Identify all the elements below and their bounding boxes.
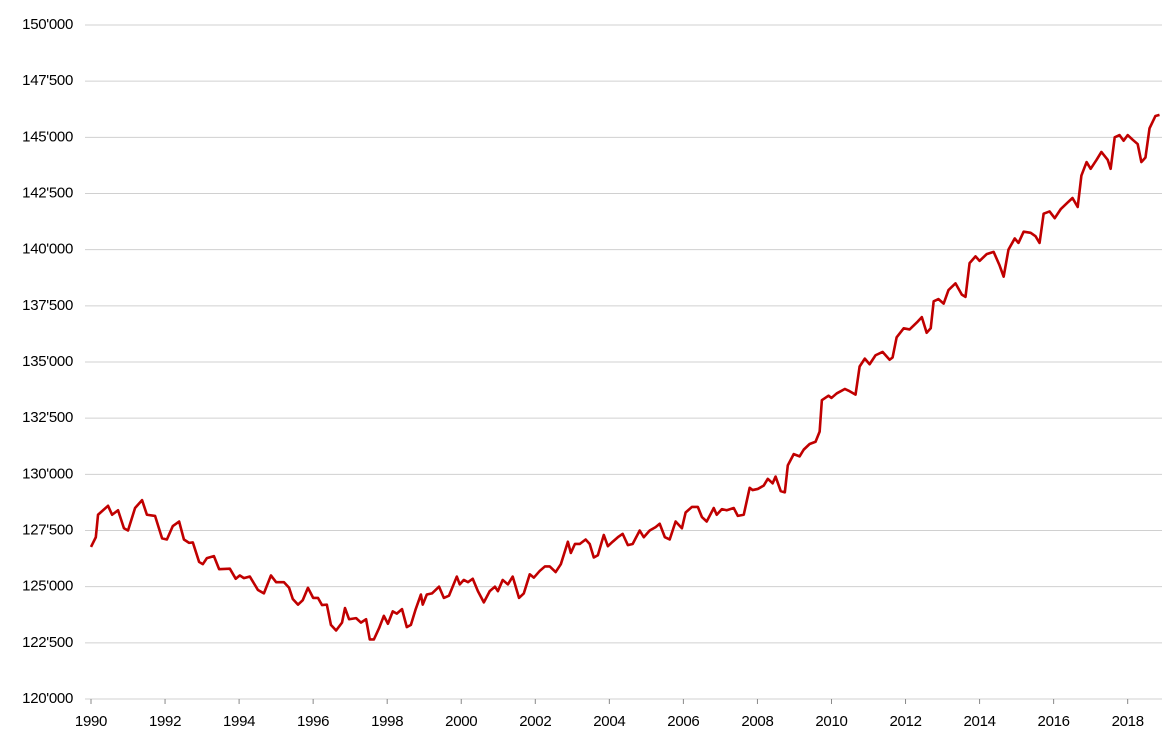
y-tick-label: 142'500 xyxy=(22,184,73,201)
x-tick-label: 1990 xyxy=(75,713,107,730)
x-tick-label: 2000 xyxy=(445,713,477,730)
y-tick-label: 120'000 xyxy=(22,690,73,707)
y-tick-label: 147'500 xyxy=(22,72,73,89)
y-tick-label: 145'000 xyxy=(22,128,73,145)
x-tick-label: 2006 xyxy=(667,713,699,730)
y-tick-label: 150'000 xyxy=(22,16,73,33)
y-tick-label: 130'000 xyxy=(22,465,73,482)
y-tick-label: 137'500 xyxy=(22,297,73,314)
data-line xyxy=(89,113,1160,641)
x-tick-label: 1992 xyxy=(149,713,181,730)
x-tick-label: 2012 xyxy=(889,713,921,730)
y-tick-label: 125'000 xyxy=(22,578,73,595)
x-tick-label: 2004 xyxy=(593,713,625,730)
x-tick-label: 2010 xyxy=(815,713,847,730)
x-tick-label: 1994 xyxy=(223,713,255,730)
x-tick-label: 2002 xyxy=(519,713,551,730)
y-tick-label: 140'000 xyxy=(22,241,73,258)
x-tick-label: 2008 xyxy=(741,713,773,730)
x-tick-label: 1998 xyxy=(371,713,403,730)
y-tick-label: 122'500 xyxy=(22,634,73,651)
x-tick-label: 2016 xyxy=(1038,713,1070,730)
x-tick-label: 1996 xyxy=(297,713,329,730)
y-tick-label: 135'000 xyxy=(22,353,73,370)
x-tick-label: 2018 xyxy=(1112,713,1144,730)
y-tick-label: 127'500 xyxy=(22,521,73,538)
y-tick-label: 132'500 xyxy=(22,409,73,426)
x-tick-label: 2014 xyxy=(963,713,995,730)
